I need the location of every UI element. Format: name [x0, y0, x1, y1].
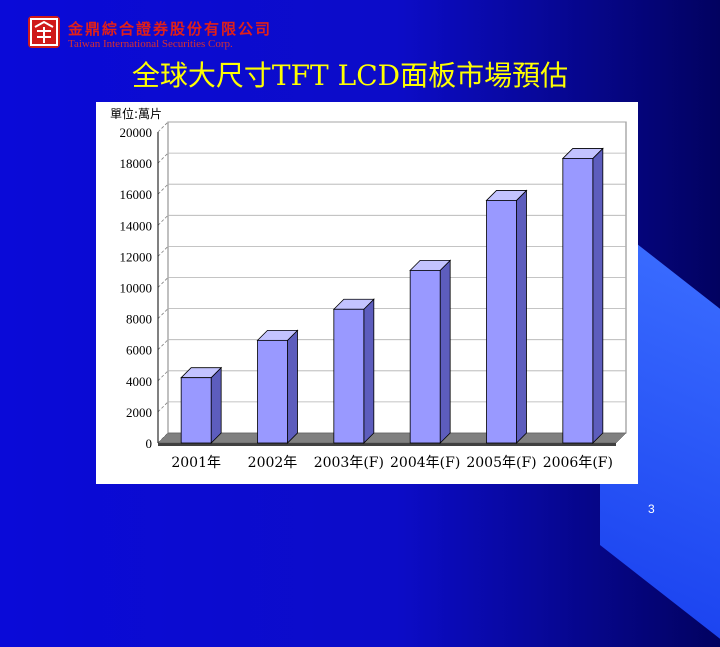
bar-side	[287, 329, 298, 444]
bar-side	[592, 147, 604, 444]
bar	[562, 158, 594, 444]
bar-chart: 0 2000 4000 6000 8000 10000 12000 14000 16000 180…	[110, 106, 627, 471]
gridline-diagonal	[157, 339, 169, 350]
gridline-diagonal	[157, 401, 169, 413]
y-tick-label: 20000	[120, 125, 153, 140]
gridline-diagonal	[157, 370, 169, 382]
bar-side	[363, 298, 375, 444]
x-tick-label: 2004年(F)	[390, 455, 460, 471]
bar	[257, 339, 288, 444]
gridline-diagonal	[157, 121, 169, 133]
y-tick-label: 4000	[126, 374, 152, 389]
company-name-english: Taiwan International Securities Corp.	[68, 38, 233, 50]
y-tick-label: 12000	[120, 249, 153, 264]
gridline-diagonal	[157, 277, 169, 288]
bar	[409, 269, 441, 444]
y-tick-label: 16000	[120, 187, 153, 202]
x-tick-label: 2005年(F)	[466, 455, 536, 471]
bar	[333, 308, 365, 444]
y-tick-label: 18000	[120, 156, 153, 171]
company-logo-icon	[28, 16, 60, 48]
x-tick-label: 2001年	[171, 455, 221, 471]
y-tick-label: 10000	[120, 281, 153, 296]
gridline-diagonal	[157, 246, 169, 257]
y-tick-label: 6000	[126, 343, 152, 358]
bar	[180, 377, 212, 444]
gridline-diagonal	[157, 308, 169, 319]
company-name-chinese: 金鼎綜合證券股份有限公司	[68, 20, 273, 38]
x-tick-label: 2003年(F)	[314, 455, 384, 471]
y-tick-label: 0	[146, 436, 153, 451]
y-tick-label: 2000	[126, 405, 152, 420]
bar-side	[439, 259, 451, 444]
bar-side	[516, 189, 527, 444]
gridline-diagonal	[157, 152, 169, 164]
slide-title: 全球大尺寸TFT LCD面板市場預估	[131, 59, 569, 92]
x-tick-label: 2006年(F)	[543, 455, 613, 471]
bar-side	[210, 366, 222, 444]
gridline-diagonal	[157, 183, 169, 195]
y-tick-label: 8000	[126, 312, 152, 327]
y-tick-label: 14000	[120, 218, 153, 233]
chart-panel: 0 2000 4000 6000 8000 10000 12000 14000 16000 180…	[96, 102, 638, 484]
gridline-diagonal	[157, 215, 169, 226]
chart-floor-edge	[158, 443, 616, 446]
unit-label: 單位:萬片	[110, 106, 162, 121]
chart-floor	[157, 432, 627, 444]
page-number: 3	[648, 502, 655, 516]
x-tick-label: 2002年	[248, 455, 298, 471]
bar	[486, 200, 517, 444]
